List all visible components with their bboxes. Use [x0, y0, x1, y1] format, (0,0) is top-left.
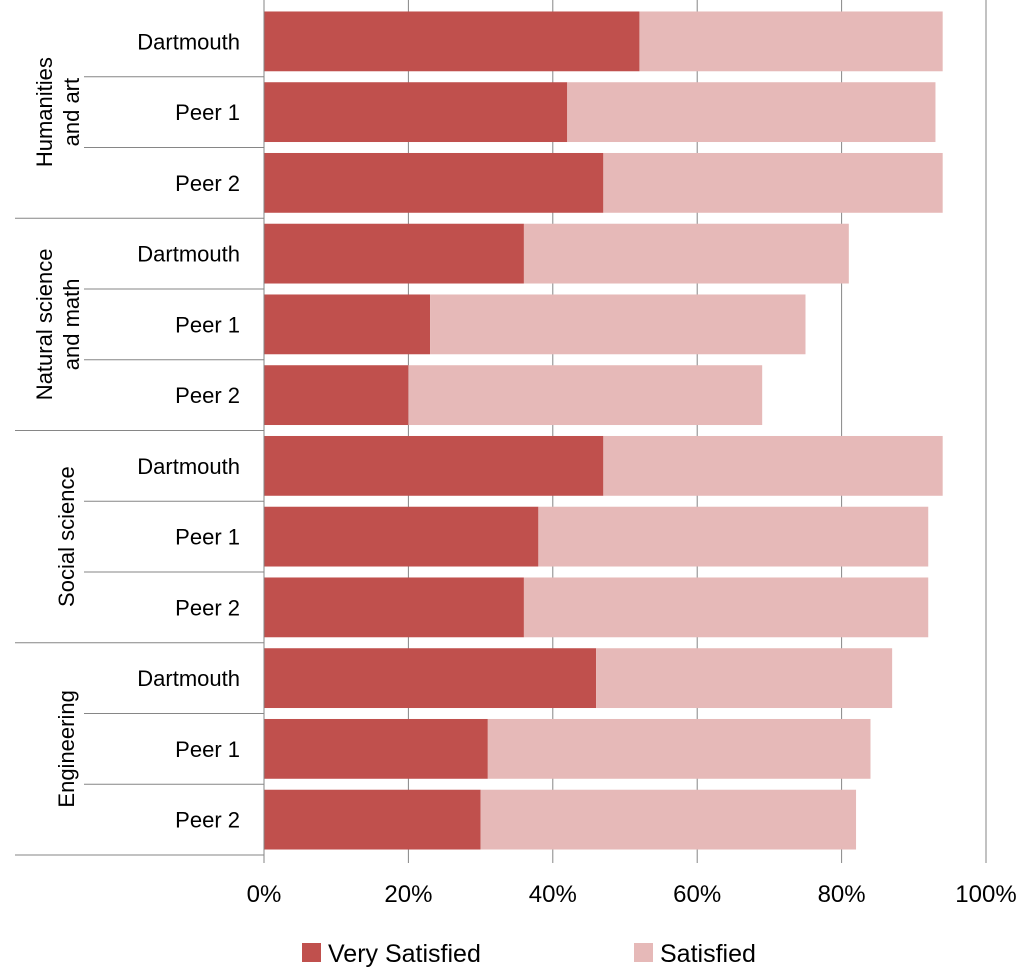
- category-label: Peer 2: [175, 595, 240, 620]
- group-label: Humanitiesand art: [32, 57, 84, 167]
- bar-satisfied-g0-1: [567, 82, 936, 143]
- group-label: Social science: [54, 466, 79, 607]
- bar-satisfied-g0-0: [639, 11, 943, 72]
- x-tick-label: 100%: [955, 881, 1016, 908]
- bar-very-satisfied-g2-1: [264, 506, 539, 567]
- bar-satisfied-g2-2: [523, 577, 929, 638]
- category-label: Peer 1: [175, 312, 240, 337]
- bar-satisfied-g3-0: [596, 648, 893, 709]
- x-tick-label: 40%: [529, 881, 577, 908]
- group-label: Engineering: [54, 690, 79, 807]
- legend-label: Satisfied: [660, 940, 756, 968]
- bar-satisfied-g0-2: [603, 152, 943, 213]
- category-label: Dartmouth: [137, 454, 240, 479]
- category-label: Peer 2: [175, 808, 240, 833]
- bar-very-satisfied-g0-0: [264, 11, 640, 72]
- bar-satisfied-g2-1: [538, 506, 929, 567]
- bar-satisfied-g1-0: [523, 223, 849, 284]
- legend-swatch-very-satisfied: [302, 943, 321, 962]
- bar-satisfied-g3-1: [487, 718, 871, 779]
- bar-satisfied-g2-0: [603, 435, 943, 496]
- category-label: Dartmouth: [137, 666, 240, 691]
- category-label: Peer 2: [175, 383, 240, 408]
- bar-very-satisfied-g1-2: [264, 365, 409, 426]
- bar-very-satisfied-g1-1: [264, 294, 431, 355]
- bar-very-satisfied-g2-0: [264, 435, 604, 496]
- category-label: Peer 1: [175, 100, 240, 125]
- category-label: Peer 2: [175, 171, 240, 196]
- category-label: Dartmouth: [137, 242, 240, 267]
- bar-very-satisfied-g0-2: [264, 152, 604, 213]
- bar-very-satisfied-g0-1: [264, 82, 568, 143]
- legend-label: Very Satisfied: [328, 940, 481, 968]
- x-tick-label: 20%: [384, 881, 432, 908]
- bar-very-satisfied-g3-0: [264, 648, 597, 709]
- bar-very-satisfied-g3-2: [264, 789, 481, 850]
- bar-very-satisfied-g1-0: [264, 223, 524, 284]
- category-label: Peer 1: [175, 525, 240, 550]
- bar-very-satisfied-g2-2: [264, 577, 524, 638]
- bar-very-satisfied-g3-1: [264, 718, 488, 779]
- bar-satisfied-g3-2: [480, 789, 857, 850]
- bar-satisfied-g1-1: [430, 294, 806, 355]
- category-label: Dartmouth: [137, 29, 240, 54]
- category-label: Peer 1: [175, 737, 240, 762]
- group-label: Natural scienceand math: [32, 249, 84, 401]
- x-tick-label: 60%: [673, 881, 721, 908]
- bar-satisfied-g1-2: [408, 365, 763, 426]
- legend-swatch-satisfied: [634, 943, 653, 962]
- x-tick-label: 80%: [818, 881, 866, 908]
- x-tick-label: 0%: [247, 881, 282, 908]
